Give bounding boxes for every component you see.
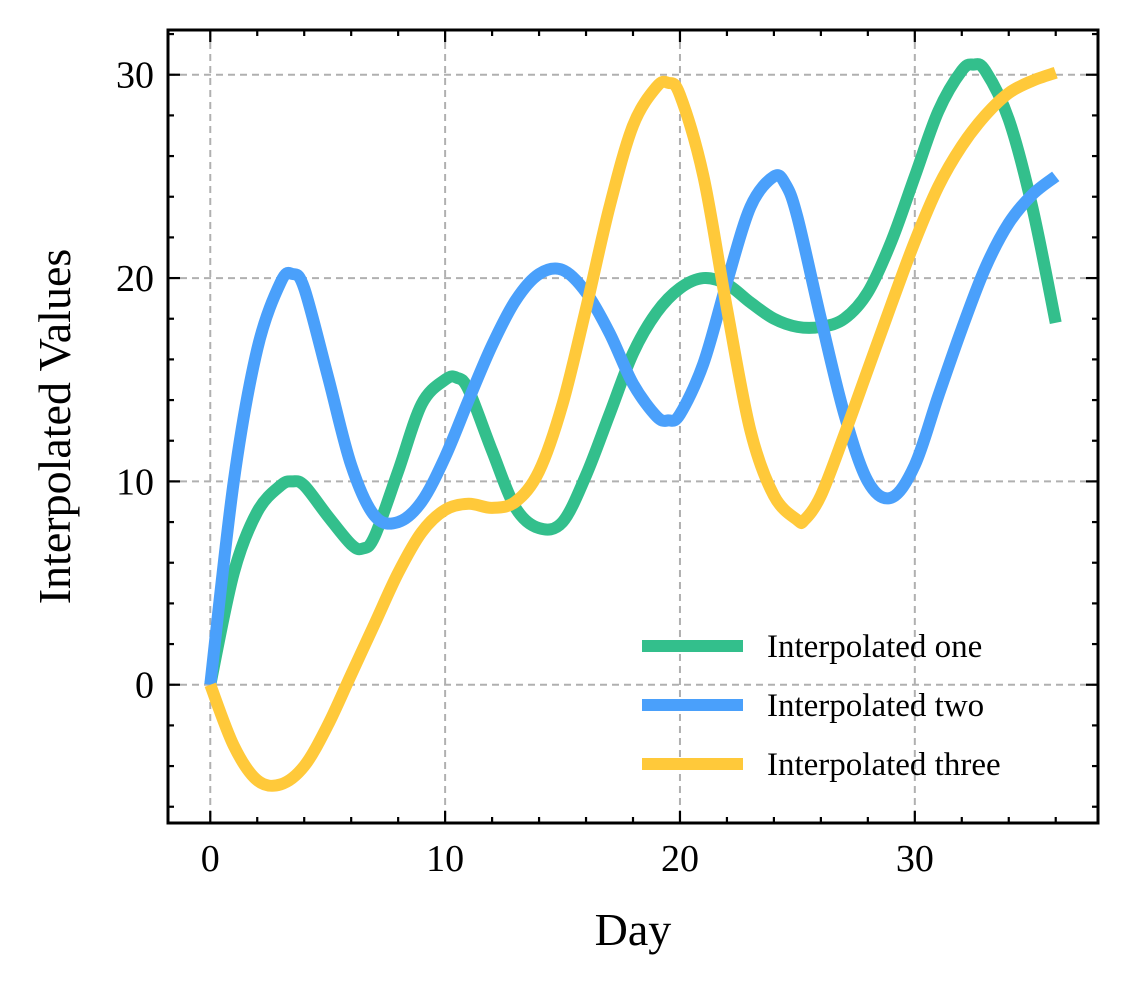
x-tick-label: 30 — [896, 838, 934, 880]
series-line-interpolated-three — [204, 67, 1058, 792]
y-tick-label: 10 — [116, 461, 154, 503]
tick-labels: 0 10 20 30 0 10 20 30 — [116, 55, 934, 880]
x-axis-label: Day — [595, 904, 672, 955]
legend: Interpolated one Interpolated two Interpol… — [642, 629, 1001, 783]
x-tick-label: 20 — [661, 838, 699, 880]
legend-label-interpolated-one: Interpolated one — [767, 629, 982, 665]
axis-ticks — [168, 30, 1098, 823]
x-tick-label: 10 — [426, 838, 464, 880]
series-lines — [204, 58, 1062, 792]
y-axis-label: Interpolated Values — [29, 249, 80, 605]
legend-label-interpolated-three: Interpolated three — [767, 747, 1001, 783]
y-tick-label: 20 — [116, 258, 154, 300]
y-tick-label: 30 — [116, 55, 154, 97]
series-line-interpolated-two — [204, 169, 1060, 686]
series-line-interpolated-one — [204, 58, 1062, 686]
x-tick-label: 0 — [201, 838, 220, 880]
y-tick-label: 0 — [135, 665, 154, 707]
legend-label-interpolated-two: Interpolated two — [767, 688, 984, 724]
